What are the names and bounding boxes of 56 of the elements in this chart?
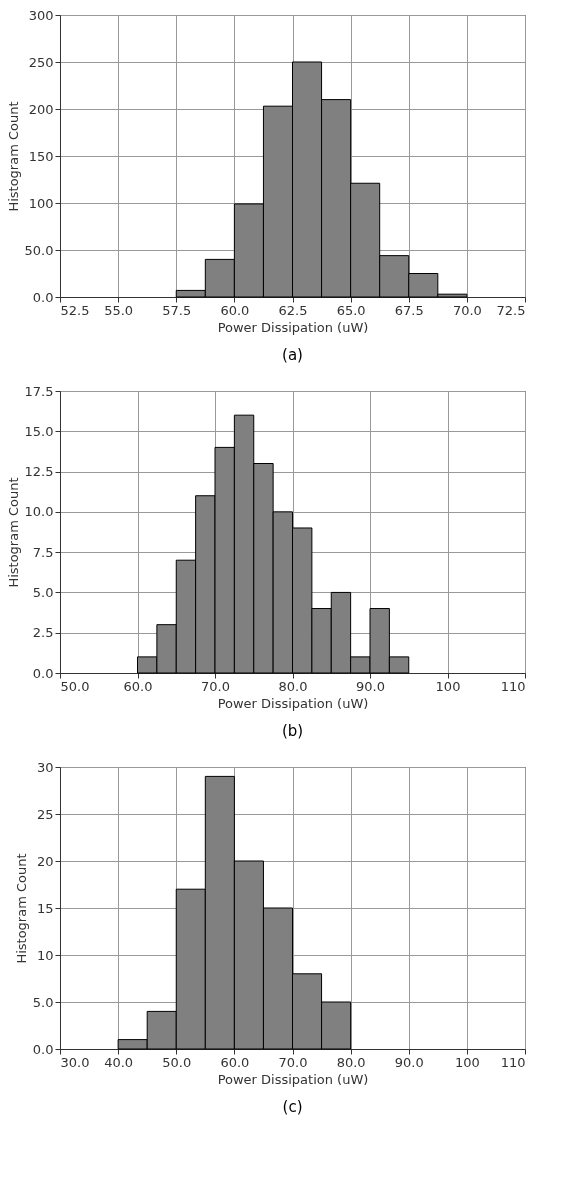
- x-tick-label: 110: [500, 678, 526, 694]
- y-tick-label: 150: [28, 148, 54, 164]
- x-tick-label: 100: [454, 1054, 480, 1070]
- x-tick-label: 60.0: [220, 1054, 250, 1070]
- x-tick-label: 55.0: [104, 302, 134, 318]
- x-tick-label: 50.0: [162, 1054, 192, 1070]
- y-axis-title: Histogram Count: [5, 101, 21, 212]
- y-tick-label: 12.5: [24, 464, 54, 480]
- x-tick-label: 72.5: [496, 302, 526, 318]
- y-tick-label: 25: [36, 806, 54, 822]
- y-tick-label: 200: [28, 101, 54, 117]
- x-tick-label: 90.0: [356, 678, 385, 694]
- y-tick-label: 2.5: [32, 625, 54, 641]
- text: (c): [282, 1098, 303, 1116]
- x-tick-label: 80.0: [278, 678, 308, 694]
- y-tick-label: 250: [28, 54, 54, 70]
- x-tick-label: 30.0: [60, 1054, 90, 1070]
- x-tick-label: 50.0: [60, 678, 90, 694]
- x-tick-label: 70.0: [452, 302, 482, 318]
- y-tick-label: 0.0: [32, 1041, 54, 1057]
- x-tick-label: 67.5: [394, 302, 424, 318]
- y-tick-label: 15.0: [24, 423, 54, 439]
- text: (b): [281, 722, 304, 740]
- y-tick-label: 300: [28, 7, 54, 23]
- x-tick-label: 80.0: [336, 1054, 366, 1070]
- y-tick-label: 30: [36, 759, 54, 775]
- x-tick-label: 65.0: [336, 302, 366, 318]
- y-axis-title: Histogram Count: [5, 477, 21, 588]
- x-tick-label: 52.5: [60, 302, 90, 318]
- y-tick-label: 17.5: [24, 383, 54, 399]
- y-tick-label: 10.0: [24, 504, 54, 520]
- x-tick-label: 60.0: [220, 302, 250, 318]
- x-tick-label: 60.0: [123, 678, 153, 694]
- y-axis-title: Histogram Count: [13, 853, 29, 964]
- y-tick-label: 5.0: [32, 994, 54, 1010]
- x-tick-label: 110: [500, 1054, 526, 1070]
- y-tick-label: 7.5: [32, 544, 54, 560]
- x-tick-label: 57.5: [162, 302, 192, 318]
- y-tick-label: 20: [36, 853, 54, 869]
- x-axis-title: Power Dissipation (uW): [217, 319, 369, 335]
- x-axis-title: Power Dissipation (uW): [217, 1071, 369, 1087]
- y-tick-label: 10: [36, 947, 54, 963]
- x-tick-label: 62.5: [278, 302, 308, 318]
- x-tick-label: 70.0: [201, 678, 230, 694]
- y-tick-label: 0.0: [32, 665, 54, 681]
- y-tick-label: 5.0: [32, 584, 54, 600]
- x-axis-title: Power Dissipation (uW): [217, 695, 369, 711]
- y-tick-label: 100: [28, 195, 54, 211]
- x-tick-label: 90.0: [394, 1054, 424, 1070]
- y-tick-label: 50.0: [24, 242, 54, 258]
- x-tick-label: 100: [435, 678, 461, 694]
- text: (a): [282, 346, 303, 364]
- x-tick-label: 70.0: [278, 1054, 308, 1070]
- y-tick-label: 0.0: [32, 289, 54, 305]
- y-tick-label: 15: [36, 900, 54, 916]
- x-tick-label: 40.0: [104, 1054, 134, 1070]
